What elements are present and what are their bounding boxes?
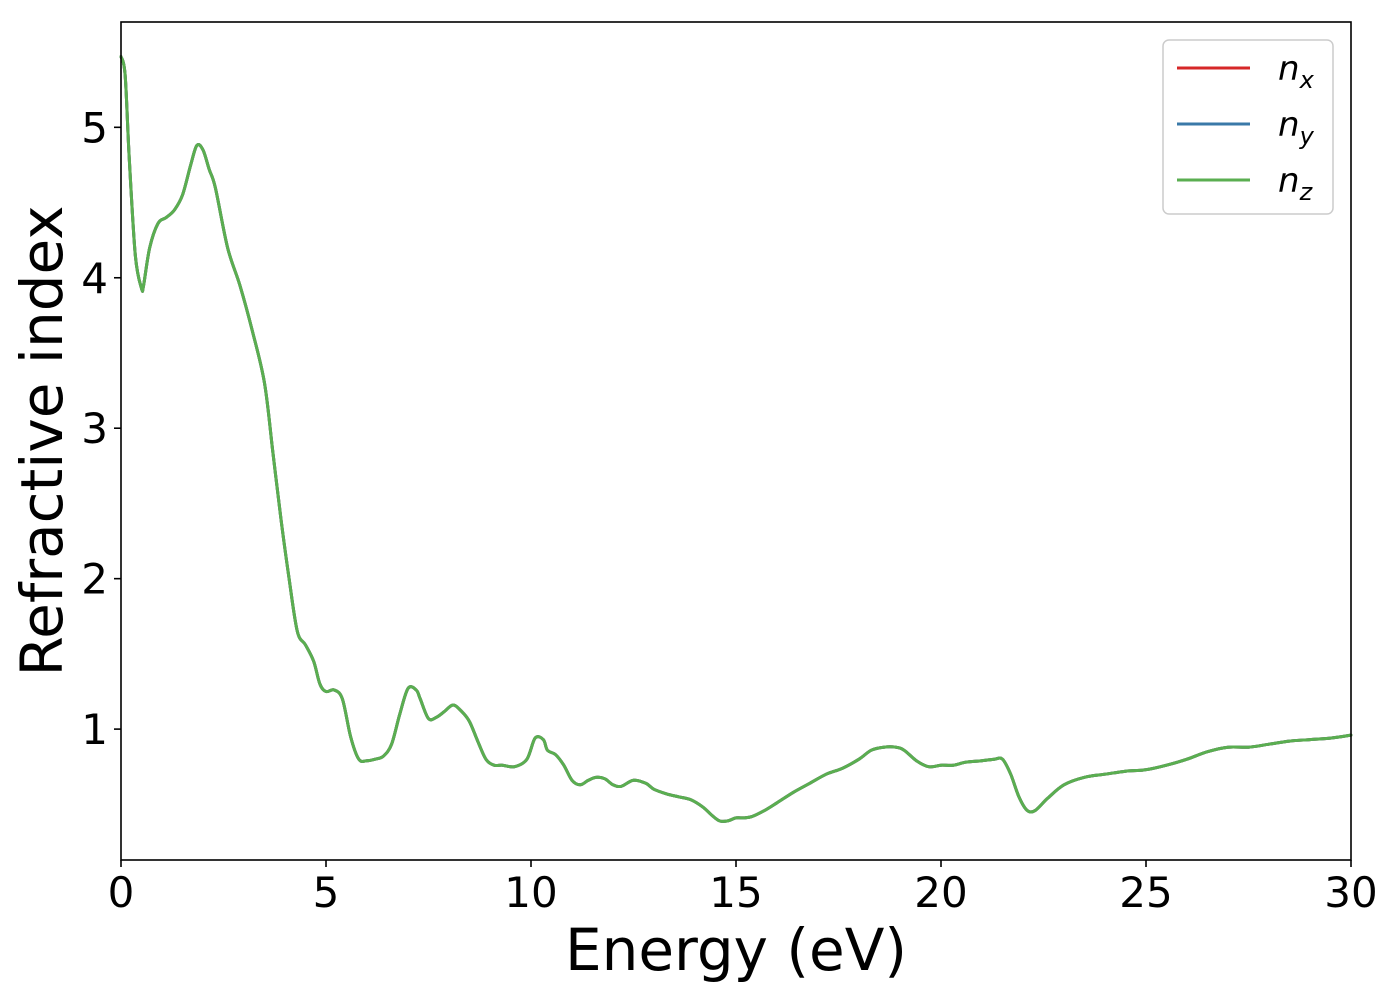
x-axis-label: Energy (eV): [565, 916, 907, 984]
series-line-nz: [119, 55, 1353, 823]
legend-label-ny: ny: [1278, 105, 1315, 150]
legend-box: [1162, 39, 1334, 215]
legend-label-nx: nx: [1278, 49, 1315, 94]
y-tick-label: 2: [81, 555, 108, 604]
y-axis-ticks: 1 2 3 4 5: [81, 103, 121, 754]
plot-lines: [119, 55, 1353, 823]
x-tick-label: 25: [1119, 868, 1172, 917]
x-tick-label: 0: [108, 868, 135, 917]
x-tick-label: 20: [914, 868, 967, 917]
x-tick-label: 30: [1324, 868, 1377, 917]
y-tick-label: 4: [81, 254, 108, 303]
x-tick-label: 10: [504, 868, 557, 917]
x-tick-label: 5: [313, 868, 340, 917]
y-tick-label: 5: [81, 103, 108, 152]
x-tick-label: 15: [709, 868, 762, 917]
y-axis-label: Refractive index: [8, 205, 76, 676]
y-tick-label: 1: [81, 705, 108, 754]
y-tick-label: 3: [81, 404, 108, 453]
x-axis-ticks: 0 5 10 15 20 25 30: [108, 860, 1378, 917]
